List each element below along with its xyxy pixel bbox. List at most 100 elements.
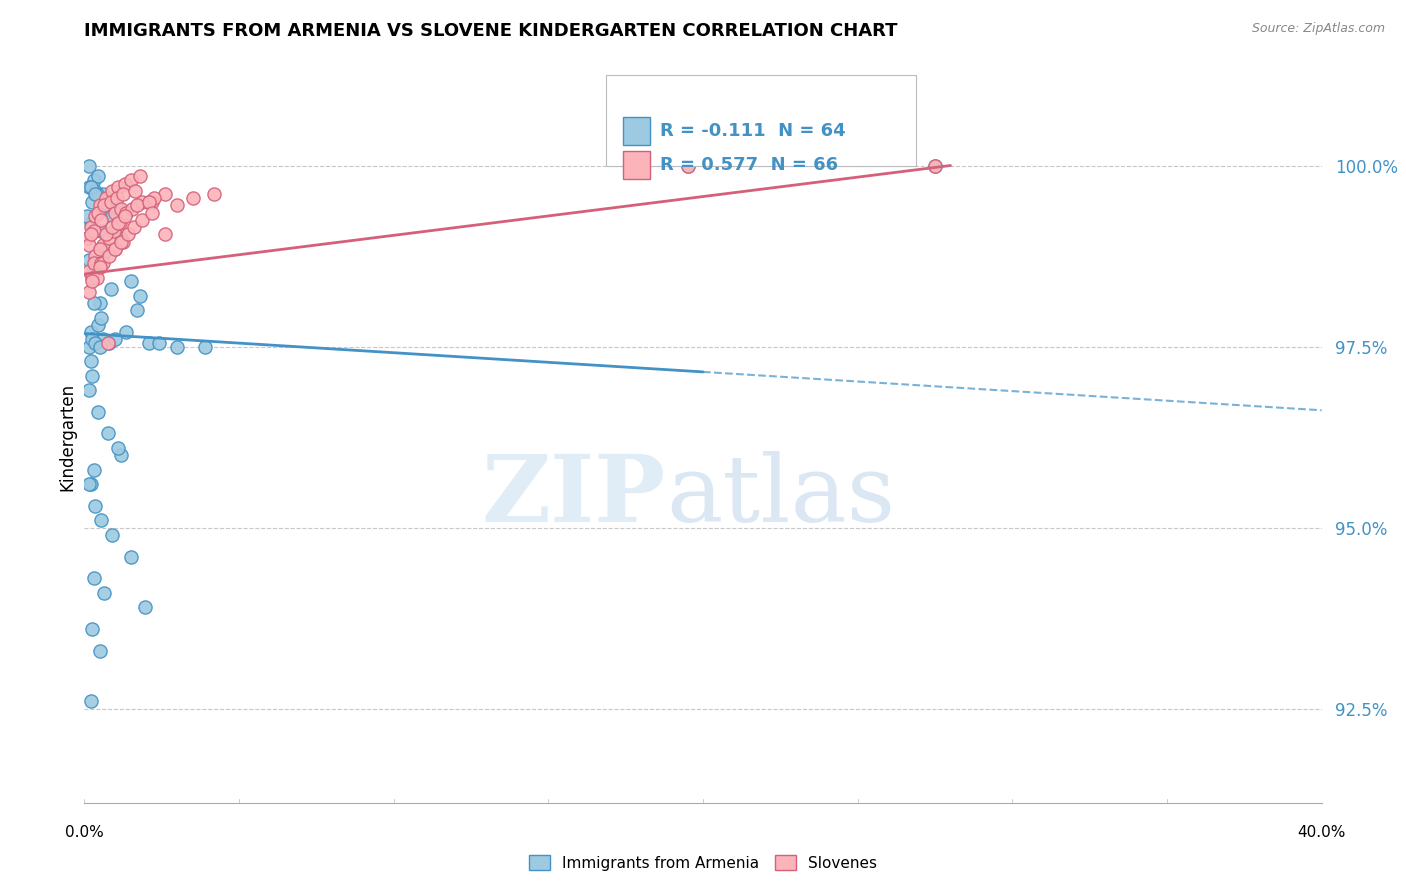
Point (676, 159, 699, 173)
Point (110, 235, 132, 249)
Point (138, 194, 160, 209)
Point (114, 177, 136, 191)
Point (84, 184, 107, 198)
Text: R = 0.577  N = 66: R = 0.577 N = 66 (659, 156, 838, 174)
Point (77, 180, 100, 194)
Point (120, 549, 142, 564)
Point (82, 270, 104, 285)
Point (117, 227, 139, 242)
Point (108, 216, 131, 230)
Point (924, 159, 946, 173)
Point (98, 231, 121, 245)
Point (84, 335, 107, 350)
Point (79, 216, 101, 230)
Point (138, 335, 160, 350)
Point (153, 227, 176, 242)
Point (202, 187, 225, 202)
Point (110, 448, 132, 462)
Point (94, 227, 117, 242)
Point (83, 256, 105, 270)
Point (77, 238, 100, 252)
Text: 0.0%: 0.0% (65, 825, 104, 840)
Point (76, 231, 98, 245)
Point (86, 270, 108, 285)
Point (90, 513, 112, 527)
Point (96, 335, 118, 350)
Point (120, 274, 142, 288)
Point (122, 220, 145, 235)
Point (79, 477, 101, 491)
Point (83, 260, 105, 274)
Text: 40.0%: 40.0% (1298, 825, 1346, 840)
Point (676, 159, 699, 173)
Point (77, 477, 100, 491)
Point (143, 191, 166, 205)
Point (82, 267, 104, 281)
Point (101, 528, 124, 542)
Text: atlas: atlas (666, 450, 896, 541)
Point (89, 242, 111, 256)
Point (84, 187, 107, 202)
Point (115, 325, 138, 339)
Point (107, 180, 129, 194)
Point (94, 202, 117, 216)
Point (103, 224, 125, 238)
Point (77, 383, 100, 397)
Point (82, 274, 104, 288)
Point (100, 194, 122, 209)
Point (83, 571, 105, 585)
Point (141, 194, 163, 209)
Bar (623, 117, 650, 145)
Point (129, 289, 152, 303)
Point (148, 335, 170, 350)
FancyBboxPatch shape (606, 75, 915, 167)
Point (105, 191, 128, 205)
Point (84, 249, 107, 263)
Point (91, 332, 114, 346)
Point (166, 198, 188, 212)
Point (115, 205, 138, 219)
Point (138, 194, 160, 209)
Point (104, 332, 127, 346)
Point (79, 694, 101, 708)
Point (90, 224, 112, 238)
Point (83, 224, 105, 238)
Point (79, 220, 101, 235)
Point (84, 499, 107, 513)
Point (125, 303, 148, 318)
Point (194, 340, 217, 354)
Point (110, 231, 132, 245)
Point (79, 180, 101, 194)
Point (83, 173, 105, 187)
Point (101, 220, 124, 235)
Point (90, 212, 112, 227)
Point (87, 405, 110, 419)
Point (166, 340, 188, 354)
Point (93, 198, 115, 212)
Point (131, 212, 153, 227)
Point (77, 263, 100, 277)
Point (112, 187, 135, 202)
Point (121, 202, 143, 216)
Point (98, 249, 121, 263)
Point (131, 194, 153, 209)
Point (141, 205, 163, 219)
Point (924, 159, 946, 173)
Point (82, 194, 104, 209)
Point (90, 310, 112, 325)
Text: Source: ZipAtlas.com: Source: ZipAtlas.com (1251, 22, 1385, 36)
Text: R = -0.111  N = 64: R = -0.111 N = 64 (659, 121, 845, 140)
Point (79, 325, 101, 339)
Point (89, 296, 111, 310)
Legend: Immigrants from Armenia, Slovenes: Immigrants from Armenia, Slovenes (524, 851, 882, 875)
Point (107, 441, 129, 455)
Point (90, 256, 112, 270)
Point (76, 209, 98, 223)
Point (82, 622, 104, 636)
Point (93, 245, 115, 260)
Bar (623, 151, 650, 179)
Point (98, 335, 121, 350)
Point (82, 332, 104, 346)
Point (87, 205, 110, 219)
Point (77, 340, 100, 354)
